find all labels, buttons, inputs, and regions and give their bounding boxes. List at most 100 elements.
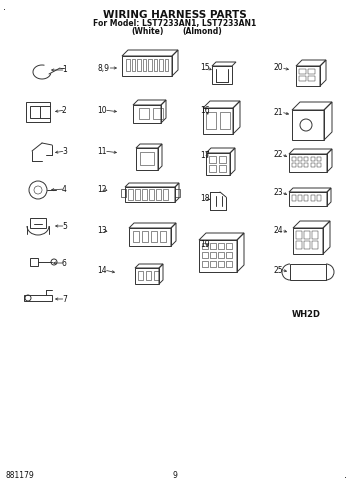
- Text: 20: 20: [274, 64, 284, 72]
- Bar: [140, 152, 154, 165]
- Bar: [304, 241, 310, 249]
- Bar: [146, 271, 151, 280]
- Bar: [299, 69, 306, 74]
- Bar: [317, 163, 321, 167]
- Text: 5: 5: [62, 222, 67, 230]
- Bar: [298, 195, 302, 201]
- Bar: [121, 189, 126, 197]
- Bar: [128, 189, 133, 200]
- Bar: [135, 189, 140, 200]
- Text: 17: 17: [200, 151, 210, 159]
- Text: WH2D: WH2D: [292, 310, 321, 319]
- Bar: [138, 271, 143, 280]
- Text: 14: 14: [97, 265, 107, 275]
- Bar: [209, 156, 216, 163]
- Bar: [156, 189, 161, 200]
- Bar: [126, 59, 130, 71]
- Text: 19: 19: [200, 240, 210, 248]
- Bar: [311, 195, 315, 201]
- Bar: [151, 231, 157, 242]
- Text: 10: 10: [97, 105, 107, 115]
- Bar: [137, 59, 140, 71]
- Bar: [292, 157, 296, 161]
- Bar: [296, 231, 302, 239]
- Text: 12: 12: [97, 185, 106, 193]
- Text: (White): (White): [132, 27, 164, 36]
- Bar: [312, 231, 318, 239]
- Bar: [218, 252, 224, 258]
- Bar: [148, 59, 152, 71]
- Bar: [296, 241, 302, 249]
- Bar: [154, 59, 157, 71]
- Bar: [202, 252, 208, 258]
- Bar: [226, 252, 232, 258]
- Text: ·: ·: [3, 5, 6, 15]
- Text: 1: 1: [62, 66, 67, 74]
- Bar: [210, 243, 216, 249]
- Bar: [30, 258, 38, 266]
- Text: 881179: 881179: [5, 471, 34, 480]
- Text: 4: 4: [62, 185, 67, 193]
- Bar: [312, 241, 318, 249]
- Bar: [175, 189, 180, 197]
- Text: 23: 23: [274, 188, 284, 196]
- Bar: [154, 271, 159, 280]
- Bar: [209, 165, 216, 172]
- Text: 21: 21: [274, 107, 284, 117]
- Bar: [311, 157, 315, 161]
- Bar: [206, 112, 216, 129]
- Text: 2: 2: [62, 105, 67, 115]
- Bar: [304, 163, 308, 167]
- Bar: [219, 165, 226, 172]
- Bar: [218, 243, 224, 249]
- Bar: [226, 243, 232, 249]
- Text: 9: 9: [173, 471, 177, 480]
- Bar: [133, 231, 139, 242]
- Bar: [142, 231, 148, 242]
- Bar: [202, 261, 208, 267]
- Text: 24: 24: [274, 226, 284, 235]
- Bar: [308, 69, 315, 74]
- Text: 18: 18: [200, 193, 210, 203]
- Text: 8,9: 8,9: [97, 64, 109, 72]
- Bar: [149, 189, 154, 200]
- Bar: [153, 108, 163, 119]
- Bar: [298, 163, 302, 167]
- Bar: [220, 112, 230, 129]
- Bar: [298, 157, 302, 161]
- Bar: [159, 59, 162, 71]
- Text: 15: 15: [200, 64, 210, 72]
- Text: 25: 25: [274, 265, 284, 275]
- Text: 22: 22: [274, 150, 284, 158]
- Text: 11: 11: [97, 146, 106, 156]
- Bar: [160, 231, 166, 242]
- Bar: [317, 195, 321, 201]
- Text: 7: 7: [62, 295, 67, 303]
- Bar: [308, 76, 315, 81]
- Bar: [226, 261, 232, 267]
- Text: For Model: LST7233AN1, LST7233AN1: For Model: LST7233AN1, LST7233AN1: [93, 19, 257, 28]
- Bar: [290, 264, 326, 280]
- Bar: [163, 189, 168, 200]
- Bar: [26, 102, 50, 122]
- Bar: [219, 156, 226, 163]
- Bar: [304, 195, 308, 201]
- Bar: [304, 157, 308, 161]
- Bar: [317, 157, 321, 161]
- Text: 6: 6: [62, 259, 67, 267]
- Bar: [304, 231, 310, 239]
- Bar: [142, 189, 147, 200]
- Text: ·: ·: [344, 473, 347, 483]
- Bar: [202, 243, 208, 249]
- Bar: [218, 261, 224, 267]
- Text: (Almond): (Almond): [182, 27, 222, 36]
- Bar: [30, 218, 46, 228]
- Bar: [132, 59, 135, 71]
- Bar: [292, 195, 296, 201]
- Bar: [164, 59, 168, 71]
- Bar: [311, 163, 315, 167]
- Bar: [210, 261, 216, 267]
- Bar: [210, 252, 216, 258]
- Bar: [139, 108, 149, 119]
- Bar: [292, 163, 296, 167]
